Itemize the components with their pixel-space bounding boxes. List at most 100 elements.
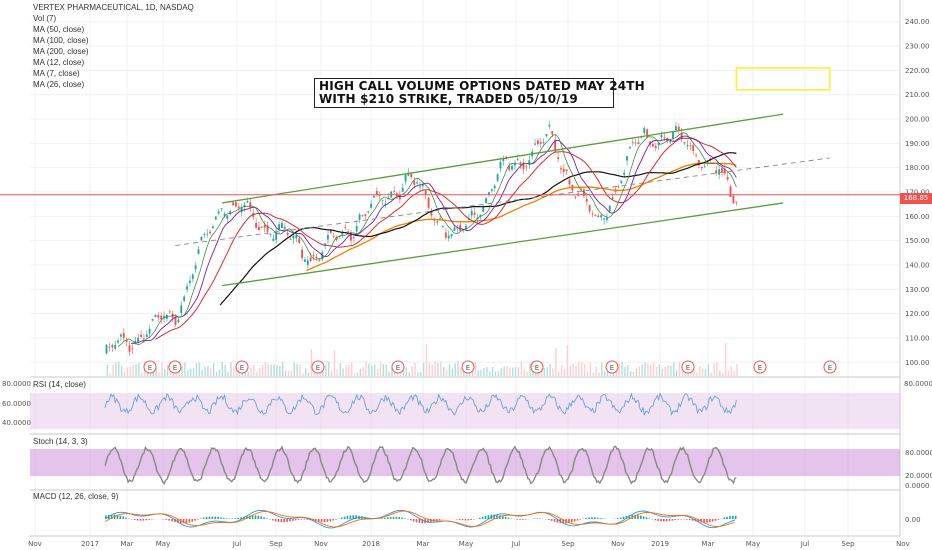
volume-bar [184, 362, 186, 376]
macd-histogram-bar [340, 517, 343, 519]
macd-histogram-bar [677, 519, 679, 520]
candle-body [240, 207, 243, 213]
candle-body [735, 201, 738, 203]
candle-body [488, 192, 490, 195]
price-axis[interactable]: 240.00 230.00 220.00 210.00 200.00 190.00 180.… [905, 18, 930, 367]
candle-body [111, 345, 114, 348]
candle-body [157, 315, 160, 318]
candle-body [588, 205, 591, 212]
volume-bar [356, 372, 359, 376]
volume-bar [261, 365, 264, 376]
candle-body [217, 211, 220, 214]
candle-body [473, 212, 476, 215]
candle-body [117, 340, 119, 343]
candle-body [436, 221, 439, 223]
candle-body [180, 305, 183, 314]
macd-histogram-bar [516, 519, 518, 520]
volume-bar [595, 366, 597, 376]
candle-body [623, 172, 626, 175]
volume-bar [512, 367, 514, 376]
candle-body [695, 154, 697, 156]
volume-bar [224, 365, 226, 376]
volume-bar [497, 371, 500, 376]
candle-body [646, 129, 649, 138]
candle-body [301, 249, 303, 258]
macd-histogram-bar [352, 515, 355, 519]
stoch-panel [30, 445, 900, 485]
volume-bar [736, 363, 738, 376]
volume-bar [678, 361, 681, 376]
volume-bar [477, 370, 479, 376]
candle-body [603, 218, 605, 220]
rsi-left-tick-40: 40.0000 [2, 419, 31, 427]
volume-bar [437, 362, 439, 376]
candle-body [289, 238, 292, 240]
macd-histogram-bar [125, 517, 127, 519]
volume-bar [241, 371, 244, 376]
candle-body [539, 142, 542, 144]
volume-bar [721, 372, 724, 376]
candle-body [137, 337, 140, 342]
volume-bar [146, 372, 149, 376]
macd-label: MACD (12, 26, close, 9) [33, 492, 119, 501]
time-tick-label: Mar [120, 540, 133, 548]
volume-bar [250, 367, 252, 376]
time-tick-label: 2017 [81, 540, 99, 548]
options-annotation[interactable]: HIGH CALL VOLUME OPTIONS DATED MAY 24TH … [314, 78, 645, 108]
candle-body [122, 332, 125, 338]
macd-histogram-bar [139, 519, 142, 521]
volume-bar [348, 364, 350, 376]
volume-bar [328, 361, 330, 376]
volume-bar [552, 368, 554, 376]
volume-bar [480, 369, 482, 376]
volume-bar [486, 366, 488, 376]
macd-histogram-bar [668, 519, 671, 522]
candle-body [548, 124, 551, 127]
candle-body [634, 142, 637, 144]
macd-histogram-bar [171, 519, 173, 522]
time-tick-label: May [459, 540, 473, 548]
earnings-marker [605, 360, 619, 374]
candle-body [108, 346, 111, 348]
candle-body [453, 227, 456, 231]
candle-body [585, 199, 588, 202]
macd-histogram-bar [197, 519, 199, 520]
volume-bar [698, 365, 701, 376]
candle-body [554, 139, 557, 152]
volume-bar [451, 368, 454, 376]
volume-bar [693, 367, 695, 376]
macd-histogram-bar [688, 519, 691, 521]
volume-bar [181, 365, 183, 376]
macd-histogram-bar [263, 517, 265, 519]
volume-bar [382, 364, 385, 376]
macd-histogram-bar [637, 515, 639, 519]
macd-histogram-bar [573, 519, 576, 522]
macd-histogram-bar [570, 519, 573, 523]
macd-histogram-bar [214, 516, 217, 519]
macd-histogram-bar [697, 519, 700, 522]
volume-bar [273, 364, 275, 376]
ma-12-line [117, 132, 737, 347]
price-tick-label: 130.00 [905, 286, 930, 294]
volume-bar [514, 367, 517, 376]
earnings-marker-label: E [758, 364, 762, 372]
macd-histogram-bar [234, 518, 237, 519]
volume-bar [195, 363, 198, 376]
macd-histogram-bar [519, 519, 521, 520]
macd-histogram-bar [133, 519, 136, 521]
macd-histogram-bar [703, 519, 705, 523]
volume-bar [454, 363, 456, 376]
time-axis[interactable]: Nov 2017 Mar May Jul Sep Nov 2018 Mar May Jul Sep No… [28, 540, 910, 548]
price-tick-label: 180.00 [905, 164, 930, 172]
price-tick-label: 110.00 [905, 334, 930, 342]
volume-bar [161, 362, 163, 376]
trend-channel[interactable] [175, 67, 831, 287]
macd-histogram-bar [706, 519, 708, 523]
macd-histogram-bar [395, 516, 398, 519]
candle-body [194, 265, 197, 270]
volume-bar [506, 366, 508, 376]
volume-bar [621, 362, 623, 376]
candle-body [352, 237, 355, 239]
candle-body [692, 145, 695, 151]
candle-body [559, 168, 562, 170]
